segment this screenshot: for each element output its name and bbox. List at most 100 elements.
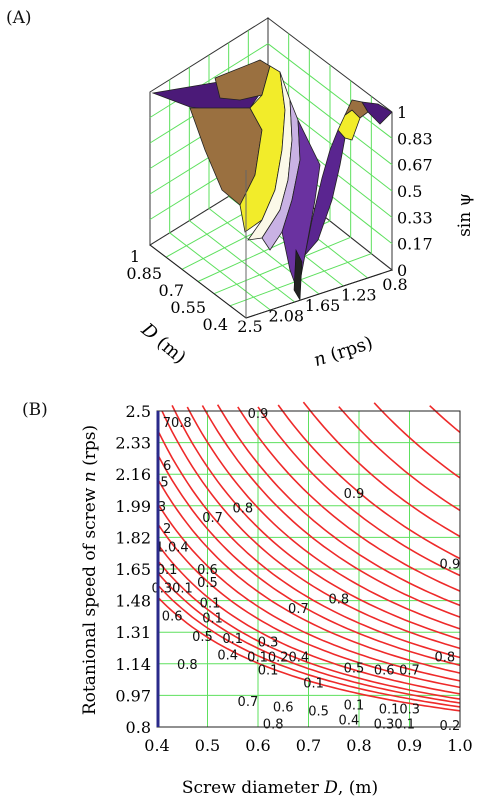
contour-line <box>156 542 461 695</box>
n-axis-label: n (rps) <box>311 332 375 371</box>
contour-label: 0.7 <box>288 602 309 617</box>
contour-label: 1.0.4 <box>156 541 189 556</box>
contour-line <box>237 406 461 592</box>
contour-label: 0.30.1 <box>374 717 415 732</box>
n-tick-label: 2.5 <box>237 317 262 336</box>
z-axis-label: sin ψ <box>455 193 475 237</box>
x-axis-label: Screw diameter D, (m) <box>182 778 378 798</box>
z-tick-label: 0.83 <box>397 129 433 148</box>
z-tick-label: 0.33 <box>397 208 433 227</box>
surface-patch-brown-top <box>214 59 271 101</box>
z-tick-label: 1 <box>397 103 407 122</box>
contour-label: 0.4 <box>339 714 360 729</box>
contour-label: 0.8 <box>233 502 254 517</box>
d-tick-label: 0.4 <box>203 315 228 334</box>
z-tick-label: 0.17 <box>397 235 433 254</box>
y-axis-ticks: 2.5 2.33 2.16 1.99 1.82 1.65 1.48 1.31 1.14 0.97 0… <box>115 402 151 737</box>
contour-label: 0.5 <box>344 662 365 677</box>
contour-label: 0.10.3 <box>379 702 420 717</box>
contour-line <box>277 404 461 560</box>
contour-label: 0.1 <box>344 699 365 714</box>
contour-line <box>338 406 461 512</box>
z-tick-label: 0.5 <box>397 182 422 201</box>
d-tick-label: 0.85 <box>126 264 162 283</box>
x-axis-ticks: 0.4 0.5 0.6 0.7 0.8 0.9 1.0 <box>144 736 472 755</box>
y-tick-label: 2.16 <box>115 465 151 484</box>
z-tick-label: 0 <box>397 261 407 280</box>
contour-label: 0.1 <box>157 563 178 578</box>
y-tick-label: 2.5 <box>126 402 151 421</box>
contour-line <box>156 571 461 704</box>
contour-label: 0.9 <box>440 557 461 572</box>
z-tick-label: 0.67 <box>397 156 433 175</box>
contour-line <box>373 402 461 479</box>
contour-label: 0.6 <box>273 701 294 716</box>
contour-label: 0.5 <box>197 576 218 591</box>
x-tick-label: 1.0 <box>447 736 472 755</box>
contour-label: 0.6 <box>374 663 395 678</box>
y-tick-label: 1.82 <box>115 528 151 547</box>
x-tick-label: 0.4 <box>144 736 169 755</box>
contour-line <box>161 410 461 650</box>
contour-label: 0.8 <box>263 717 284 732</box>
y-tick-label: 1.65 <box>115 560 151 579</box>
contour-label: 5 <box>160 476 168 491</box>
contour-label: 3 <box>158 500 166 515</box>
contour-label: 0.1 <box>258 663 279 678</box>
contour-label: 0.30.1 <box>151 582 192 597</box>
n-tick-label: 1.23 <box>341 286 377 305</box>
x-tick-label: 0.5 <box>195 736 220 755</box>
contour-line <box>156 522 461 689</box>
contour-label: 0.5 <box>308 704 329 719</box>
contour-label: 0.7 <box>399 663 420 678</box>
d-tick-label: 0.55 <box>170 298 206 317</box>
n-tick-label: 0.8 <box>382 275 407 294</box>
surface-patch-dark-right <box>361 101 392 125</box>
contour-label: 0.1 <box>222 632 243 647</box>
contour-label: 0.6 <box>162 609 183 624</box>
contour-line <box>216 404 461 607</box>
contour-line <box>156 559 461 700</box>
contour-line <box>156 428 461 659</box>
x-tick-label: 0.9 <box>397 736 422 755</box>
surface-patches <box>151 59 392 301</box>
contour-line <box>156 595 461 712</box>
y-tick-label: 2.33 <box>115 434 151 453</box>
y-tick-label: 1.99 <box>115 497 151 516</box>
contour-label: 0.1 <box>202 611 223 626</box>
contour-label: 0.10.20.4 <box>247 650 309 665</box>
contour-lines <box>156 401 461 712</box>
y-axis-label: Rotanional speed of screw n (rps) <box>80 425 100 715</box>
contour-line <box>429 405 461 434</box>
contour-label: 70.8 <box>163 416 192 431</box>
contour-line <box>156 501 461 682</box>
panel-a-label: (A) <box>6 8 32 28</box>
n-tick-label: 2.08 <box>268 307 304 326</box>
contour-label: 0.6 <box>197 563 218 578</box>
n-axis-ticks: 2.5 2.081.651.23 0.8 <box>237 275 407 336</box>
contour-label: 0.5 <box>192 630 213 645</box>
n-tick-label: 1.65 <box>305 296 341 315</box>
contour-label: 0.1 <box>303 676 324 691</box>
contour-label: 0.7 <box>202 511 223 526</box>
surface-box-front <box>149 170 393 319</box>
contour-line <box>201 405 461 618</box>
contour-label: 2 <box>163 522 171 537</box>
contour-label: 0.1 <box>200 596 221 611</box>
contour-line <box>156 583 461 708</box>
contour-label: 0.8 <box>435 650 456 665</box>
x-tick-label: 0.6 <box>245 736 270 755</box>
y-tick-label: 1.14 <box>115 655 151 674</box>
contour-label: 0.4 <box>217 649 238 664</box>
contour-line <box>302 401 461 538</box>
contour-line <box>257 406 461 577</box>
contour-line <box>156 452 461 667</box>
contour-label: 0.8 <box>328 593 349 608</box>
y-tick-label: 0.97 <box>115 686 151 705</box>
z-axis-ticks: 1 0.83 0.67 0.5 0.33 0.17 0 <box>397 103 433 280</box>
d-tick-label: 0.7 <box>159 281 184 300</box>
contour-line <box>186 406 461 630</box>
surface-patch-purple-tip <box>281 119 321 294</box>
